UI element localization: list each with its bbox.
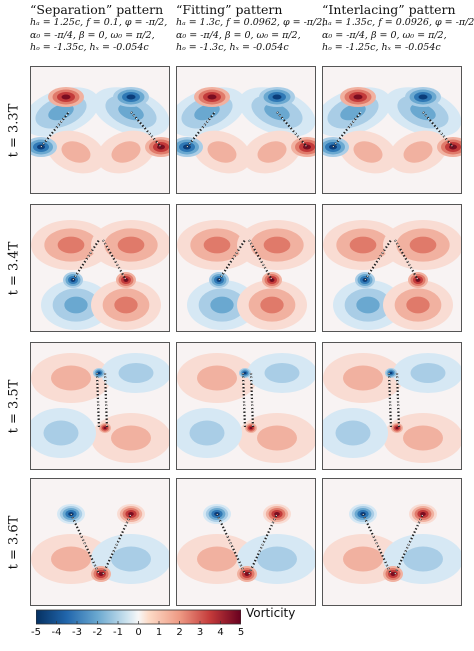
row-label-3-6T: t = 3.6T bbox=[6, 515, 22, 569]
colorbar-tick-label: 2 bbox=[176, 627, 183, 638]
column-title: “Fitting” pattern bbox=[176, 2, 283, 17]
column-title: “Separation” pattern bbox=[30, 2, 164, 17]
vorticity-panel-r2-c2 bbox=[176, 204, 316, 332]
vorticity-panel-r4-c2 bbox=[176, 478, 316, 606]
vorticity-panel-r1-c3 bbox=[322, 66, 462, 194]
colorbar-tick-label: -5 bbox=[31, 627, 41, 638]
column-header-fitting: “Fitting” pattern hₐ = 1.3c, f = 0.0962,… bbox=[176, 2, 326, 55]
row-label-3-5T: t = 3.5T bbox=[6, 379, 22, 433]
colorbar-tick-label: 3 bbox=[196, 627, 204, 638]
colorbar-tick-label: 5 bbox=[237, 627, 245, 638]
colorbar-tick-label: -3 bbox=[72, 627, 82, 638]
column-title: “Interlacing” pattern bbox=[322, 2, 456, 17]
vorticity-panel-r3-c2 bbox=[176, 342, 316, 470]
row-label-3-4T: t = 3.4T bbox=[6, 241, 22, 295]
param-line-1: hₐ = 1.25c, f = 0.1, φ = -π/2, bbox=[30, 17, 168, 28]
vorticity-panel-r4-c1 bbox=[30, 478, 170, 606]
vorticity-panel-r2-c3 bbox=[322, 204, 462, 332]
colorbar-gradient bbox=[35, 609, 242, 625]
row-label-3-3T: t = 3.3T bbox=[6, 103, 22, 157]
column-header-interlacing: “Interlacing” pattern hₐ = 1.35c, f = 0.… bbox=[322, 2, 474, 55]
vorticity-panel-r3-c3 bbox=[322, 342, 462, 470]
vorticity-panel-r1-c2 bbox=[176, 66, 316, 194]
vorticity-panel-r3-c1 bbox=[30, 342, 170, 470]
vorticity-panel-r4-c3 bbox=[322, 478, 462, 606]
colorbar-title: Vorticity bbox=[246, 606, 296, 620]
param-line-3: hₒ = -1.35c, hₓ = -0.054c bbox=[30, 42, 149, 53]
vorticity-panel-r1-c1 bbox=[30, 66, 170, 194]
column-header-separation: “Separation” pattern hₐ = 1.25c, f = 0.1… bbox=[30, 2, 180, 55]
param-line-2: α₀ = -π/4, β = 0, ω₀ = π/2, bbox=[176, 29, 301, 41]
colorbar-tick-label: 1 bbox=[155, 627, 163, 638]
colorbar-tick-label: -4 bbox=[51, 627, 62, 638]
colorbar-tick-label: -1 bbox=[113, 627, 123, 638]
colorbar-tick-label: 4 bbox=[217, 627, 224, 638]
param-line-1: hₐ = 1.3c, f = 0.0962, φ = -π/2, bbox=[176, 17, 326, 28]
param-line-3: hₒ = -1.3c, hₓ = -0.054c bbox=[176, 42, 289, 53]
colorbar-tick-label: -2 bbox=[92, 627, 103, 638]
vorticity-panel-r2-c1 bbox=[30, 204, 170, 332]
colorbar: -5 -4 -3 -2 -1 0 1 2 3 4 5 bbox=[31, 608, 245, 648]
colorbar-tick-label: 0 bbox=[135, 627, 142, 638]
param-line-2: α₀ = -π/4, β = 0, ω₀ = π/2, bbox=[30, 29, 155, 41]
param-line-2: α₀ = -π/4, β = 0, ω₀ = π/2, bbox=[322, 29, 447, 41]
param-line-3: hₒ = -1.25c, hₓ = -0.054c bbox=[322, 42, 441, 53]
param-line-1: hₐ = 1.35c, f = 0.0926, φ = -π/2, bbox=[322, 17, 474, 28]
